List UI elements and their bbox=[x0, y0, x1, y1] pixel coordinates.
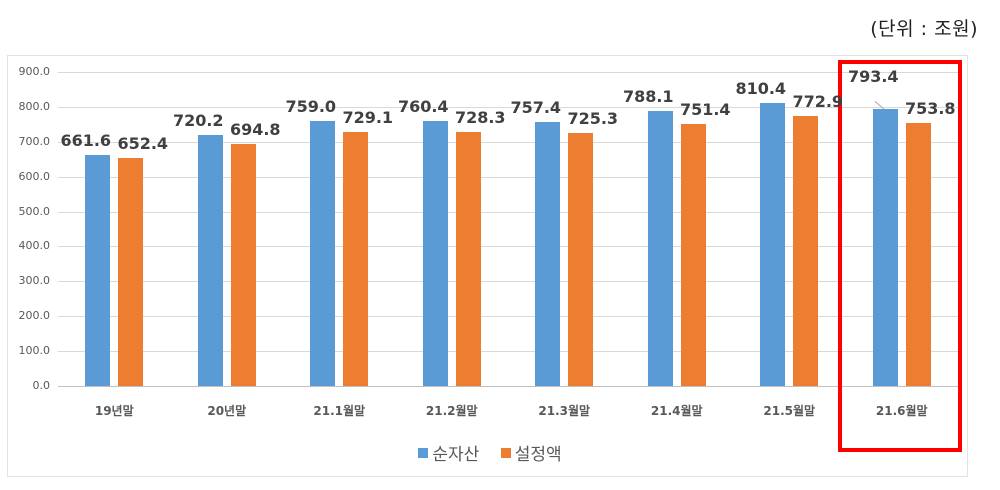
data-label: 760.4 bbox=[397, 96, 449, 116]
bar-set-amount bbox=[343, 131, 369, 386]
bar-set-amount bbox=[793, 116, 819, 386]
gridline bbox=[58, 141, 958, 143]
data-label: 652.4 bbox=[117, 134, 169, 154]
data-label: 728.3 bbox=[454, 107, 506, 127]
gridline bbox=[58, 176, 958, 178]
legend-label: 설정액 bbox=[514, 445, 562, 465]
y-tick-label: 100.0 bbox=[18, 344, 51, 358]
bar-net-assets bbox=[310, 121, 336, 386]
gridline bbox=[58, 316, 958, 318]
legend-swatch-blue-icon bbox=[418, 447, 429, 458]
bar-set-amount bbox=[118, 158, 144, 386]
y-tick-label: 600.0 bbox=[18, 169, 51, 183]
bar-set-amount bbox=[905, 123, 931, 386]
legend-item-set-amount: 설정액 bbox=[500, 440, 562, 465]
highlight-box-21-6 bbox=[838, 60, 962, 452]
legend-item-net-assets: 순자산 bbox=[418, 440, 479, 465]
gridline bbox=[58, 386, 958, 387]
y-tick-label: 900.0 bbox=[18, 65, 51, 78]
data-label: 661.6 bbox=[60, 131, 112, 151]
x-tick-label: 21.2월말 bbox=[425, 404, 478, 418]
data-label: 757.4 bbox=[510, 97, 562, 117]
y-tick-label: 800.0 bbox=[18, 99, 51, 113]
unit-label: (단위 : 조원) bbox=[870, 18, 978, 40]
bar-net-assets bbox=[760, 103, 786, 386]
bar-set-amount bbox=[230, 143, 256, 386]
bar-net-assets bbox=[197, 134, 223, 386]
x-tick-label: 20년말 bbox=[207, 404, 247, 418]
data-label: 729.1 bbox=[342, 107, 394, 127]
gridline bbox=[58, 106, 958, 108]
data-label: 810.4 bbox=[735, 79, 787, 99]
x-tick-label: 19년말 bbox=[94, 404, 134, 418]
y-tick-label: 400.0 bbox=[18, 239, 51, 253]
y-tick-label: 500.0 bbox=[18, 204, 51, 218]
data-label: 759.0 bbox=[285, 97, 337, 117]
x-tick-label: 21.1월말 bbox=[313, 404, 366, 418]
x-tick-label: 21.4월말 bbox=[650, 404, 703, 418]
bar-set-amount bbox=[568, 132, 594, 386]
bar-net-assets bbox=[647, 111, 673, 386]
gridline bbox=[58, 281, 958, 283]
data-label: 793.4 bbox=[847, 67, 899, 87]
bar-net-assets bbox=[872, 109, 898, 386]
plot-area bbox=[58, 72, 958, 387]
bar-net-assets bbox=[535, 121, 561, 386]
chart-frame bbox=[7, 55, 968, 477]
y-tick-label: 0.0 bbox=[32, 379, 51, 392]
data-label: 694.8 bbox=[229, 119, 281, 139]
legend: 순자산 설정액 bbox=[0, 440, 980, 465]
data-label: 753.8 bbox=[904, 99, 956, 118]
data-label: 772.9 bbox=[792, 92, 844, 112]
bar-set-amount bbox=[680, 123, 706, 386]
y-tick-label: 200.0 bbox=[18, 309, 51, 323]
legend-swatch-orange-icon bbox=[500, 447, 511, 458]
y-tick-label: 700.0 bbox=[18, 134, 51, 148]
x-tick-label: 21.6월말 bbox=[875, 404, 928, 418]
data-label: 725.3 bbox=[567, 108, 619, 128]
bar-set-amount bbox=[455, 131, 481, 386]
gridline bbox=[58, 351, 958, 353]
x-tick-label: 21.3월말 bbox=[538, 404, 591, 418]
gridline bbox=[58, 72, 958, 73]
data-label: 788.1 bbox=[622, 87, 674, 107]
data-label: 751.4 bbox=[679, 99, 731, 119]
gridline bbox=[58, 211, 958, 213]
bar-net-assets bbox=[85, 155, 111, 386]
legend-label: 순자산 bbox=[432, 445, 480, 465]
y-tick-label: 300.0 bbox=[18, 274, 51, 288]
bar-net-assets bbox=[422, 120, 448, 386]
data-label: 720.2 bbox=[172, 110, 224, 130]
x-tick-label: 21.5월말 bbox=[763, 404, 816, 418]
gridline bbox=[58, 246, 958, 248]
